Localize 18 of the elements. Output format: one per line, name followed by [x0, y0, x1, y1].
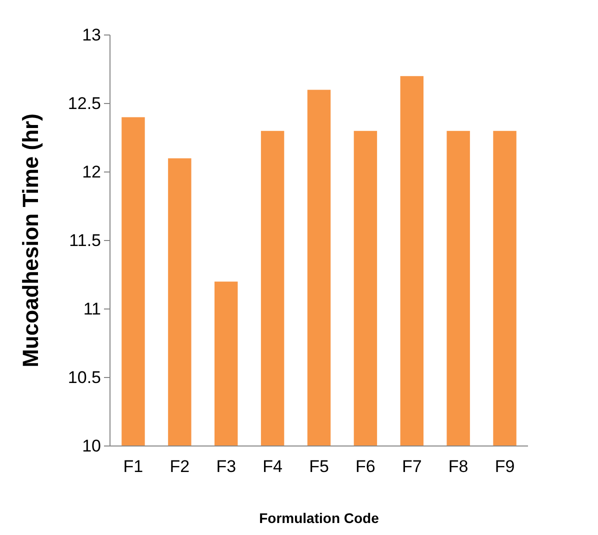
- y-tick-label: 12.5: [68, 94, 101, 113]
- x-tick-label: F9: [494, 457, 515, 476]
- x-tick-label: F1: [123, 457, 144, 476]
- y-tick-label: 10: [82, 436, 101, 456]
- x-tick-label: F3: [216, 457, 236, 476]
- x-tick-label: F5: [309, 457, 329, 476]
- y-tick-label: 13: [82, 25, 101, 44]
- y-tick-label: 10.5: [68, 368, 101, 387]
- x-tick-label: F7: [402, 457, 422, 476]
- y-tick-label: 12: [82, 162, 101, 182]
- x-tick-label: F4: [262, 457, 282, 476]
- y-axis-title: Mucoadhesion Time (hr): [18, 114, 43, 368]
- x-axis-title: Formulation Code: [259, 510, 380, 526]
- x-tick-label: F6: [356, 457, 376, 476]
- y-tick-label: 11.5: [69, 230, 101, 250]
- x-tick-label: F8: [448, 457, 468, 476]
- x-tick-label: F2: [170, 457, 190, 476]
- y-tick-label: 11: [83, 299, 101, 318]
